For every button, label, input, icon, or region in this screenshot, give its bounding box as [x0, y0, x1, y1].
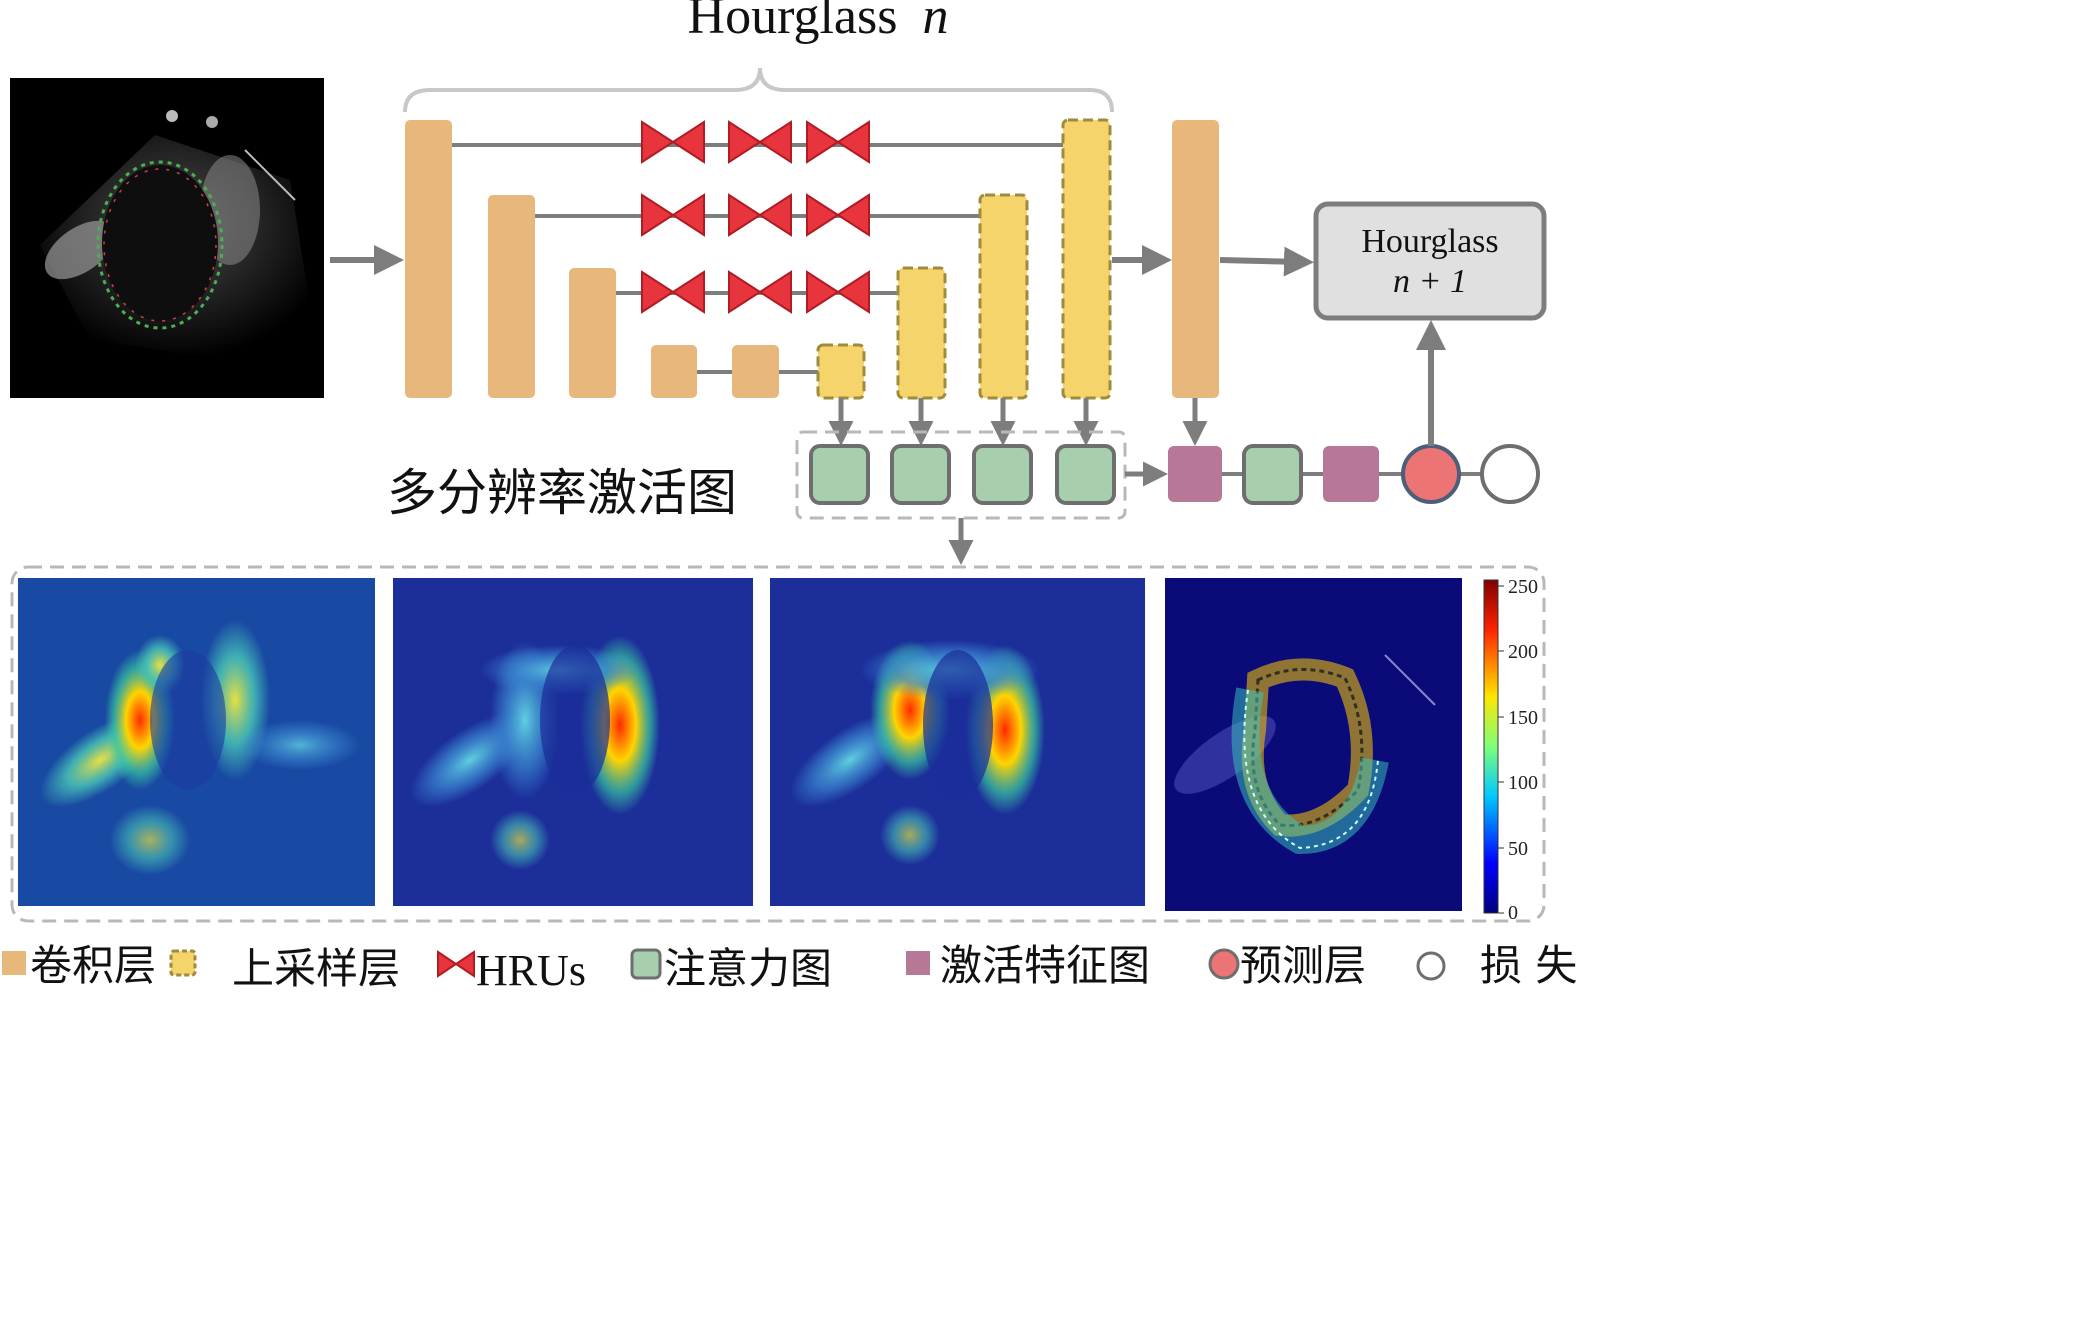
- colorbar-tick: 0: [1508, 902, 1518, 924]
- legend-label: HRUs: [476, 946, 586, 995]
- input-echo-image: [10, 78, 324, 398]
- colorbar-tick: 200: [1508, 641, 1538, 663]
- conv-legend-icon: [2, 951, 26, 975]
- heatmap-group-box: [10, 565, 1546, 923]
- hourglass-brace: [403, 67, 1114, 113]
- loss-node: [1480, 444, 1540, 504]
- legend-label: 卷积层: [30, 941, 156, 990]
- activation-heatmap-1: [18, 578, 375, 906]
- skip-connections: [452, 143, 1063, 374]
- legend-label: 注意力图: [664, 944, 832, 993]
- activation-heatmap-3: [770, 578, 1145, 906]
- conv-blocks: [405, 120, 1219, 398]
- upsample-blocks: [816, 118, 1112, 400]
- hru-icon: [806, 194, 870, 236]
- hru-icon: [728, 194, 792, 236]
- conv-block: [488, 195, 535, 398]
- colorbar-tick: 100: [1508, 772, 1538, 794]
- legend-label: 激活特征图: [940, 941, 1150, 990]
- conv-block: [405, 120, 452, 398]
- conv-block: [651, 345, 697, 398]
- hru-blocks: [641, 121, 870, 313]
- upsample-block: [978, 193, 1029, 400]
- prediction-legend-icon: [1208, 948, 1240, 980]
- prediction-layer: [1401, 444, 1461, 504]
- activation-legend-icon: [906, 951, 930, 975]
- colorbar-tick: 250: [1508, 576, 1538, 598]
- upsample-legend-icon: [169, 949, 197, 977]
- attention-map: [972, 444, 1033, 505]
- colorbar: 250 200 150 100 50 0: [1483, 576, 1538, 924]
- hru-legend-icon: [437, 950, 475, 978]
- hourglass-title-var: n: [922, 0, 948, 45]
- upsample-block: [1061, 118, 1112, 400]
- multi-res-label: 多分辨率激活图: [387, 464, 737, 522]
- hru-icon: [806, 271, 870, 313]
- legend-label: 上采样层: [232, 944, 400, 993]
- next-hourglass-line2: n + 1: [1393, 263, 1467, 300]
- hru-icon: [728, 271, 792, 313]
- hru-icon: [641, 194, 705, 236]
- attention-maps: [809, 444, 1116, 505]
- activation-heatmap-2: [393, 578, 753, 906]
- upsample-block: [816, 343, 866, 400]
- hru-icon: [728, 121, 792, 163]
- arrow-to-next-hourglass: [1219, 246, 1314, 277]
- conv-block: [569, 268, 616, 398]
- hru-icon: [806, 121, 870, 163]
- down-arrows: [828, 398, 1208, 446]
- attention-map: [1055, 444, 1116, 505]
- hru-icon: [641, 271, 705, 313]
- activation-heatmap-4: [1165, 578, 1462, 911]
- next-hourglass-line1: Hourglass: [1361, 223, 1498, 260]
- activation-feature-map: [1168, 446, 1222, 502]
- attention-legend-icon: [630, 948, 662, 980]
- legend-label: 预测层: [1240, 941, 1366, 990]
- upsample-block: [896, 266, 947, 400]
- attention-map: [1242, 444, 1303, 505]
- conv-block-output: [1172, 120, 1219, 398]
- attention-map: [809, 444, 870, 505]
- hourglass-title: Hourglass n: [688, 0, 949, 45]
- colorbar-tick: 150: [1508, 707, 1538, 729]
- legend: 卷积层 上采样层 HRUs 注意力图 激活特征图 预测层 损 失: [2, 941, 1577, 995]
- hourglass-title-word: Hourglass: [688, 0, 898, 45]
- attention-map: [890, 444, 951, 505]
- conv-block: [732, 345, 779, 398]
- loss-legend-icon: [1416, 951, 1446, 981]
- next-hourglass-box: Hourglass n + 1: [1313, 201, 1547, 321]
- legend-label: 损 失: [1480, 941, 1577, 990]
- activation-feature-map: [1323, 446, 1379, 502]
- hru-icon: [641, 121, 705, 163]
- colorbar-tick: 50: [1508, 838, 1528, 860]
